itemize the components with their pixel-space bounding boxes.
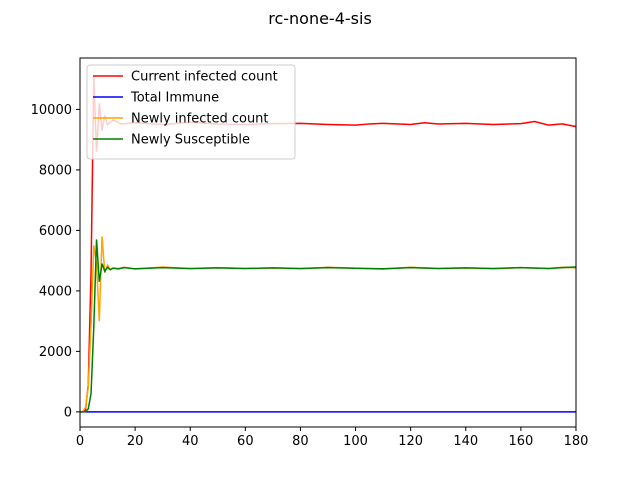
- x-tick-label: 140: [453, 434, 478, 449]
- x-tick-label: 160: [508, 434, 533, 449]
- x-tick-label: 80: [292, 434, 309, 449]
- y-tick-label: 8000: [39, 163, 72, 178]
- x-tick-label: 20: [127, 434, 144, 449]
- y-tick-label: 0: [64, 405, 72, 420]
- x-axis: 0 20 40 60 80 100 120 140 160 180: [76, 427, 589, 449]
- legend: Current infected count Total Immune Newly …: [86, 64, 296, 160]
- y-tick-label: 2000: [39, 345, 72, 360]
- x-tick-label: 40: [182, 434, 199, 449]
- legend-label: Total Immune: [130, 91, 219, 106]
- x-tick-label: 60: [237, 434, 254, 449]
- chart-title: rc-none-4-sis: [268, 9, 372, 28]
- legend-label: Current infected count: [131, 70, 278, 85]
- x-tick-label: 120: [398, 434, 423, 449]
- x-tick-label: 100: [343, 434, 368, 449]
- y-tick-label: 6000: [39, 224, 72, 239]
- series-line-3: [79, 236, 577, 413]
- y-tick-label: 10000: [31, 103, 72, 118]
- plot-frame: [79, 57, 577, 428]
- x-tick-label: 0: [76, 434, 84, 449]
- legend-label: Newly Susceptible: [131, 133, 250, 148]
- series-line-4: [80, 239, 577, 413]
- legend-box: [86, 64, 296, 160]
- y-axis: 0 2000 4000 6000 8000 10000: [31, 103, 80, 420]
- y-tick-label: 4000: [39, 284, 72, 299]
- legend-label: Newly infected count: [131, 112, 269, 127]
- x-tick-label: 180: [564, 434, 589, 449]
